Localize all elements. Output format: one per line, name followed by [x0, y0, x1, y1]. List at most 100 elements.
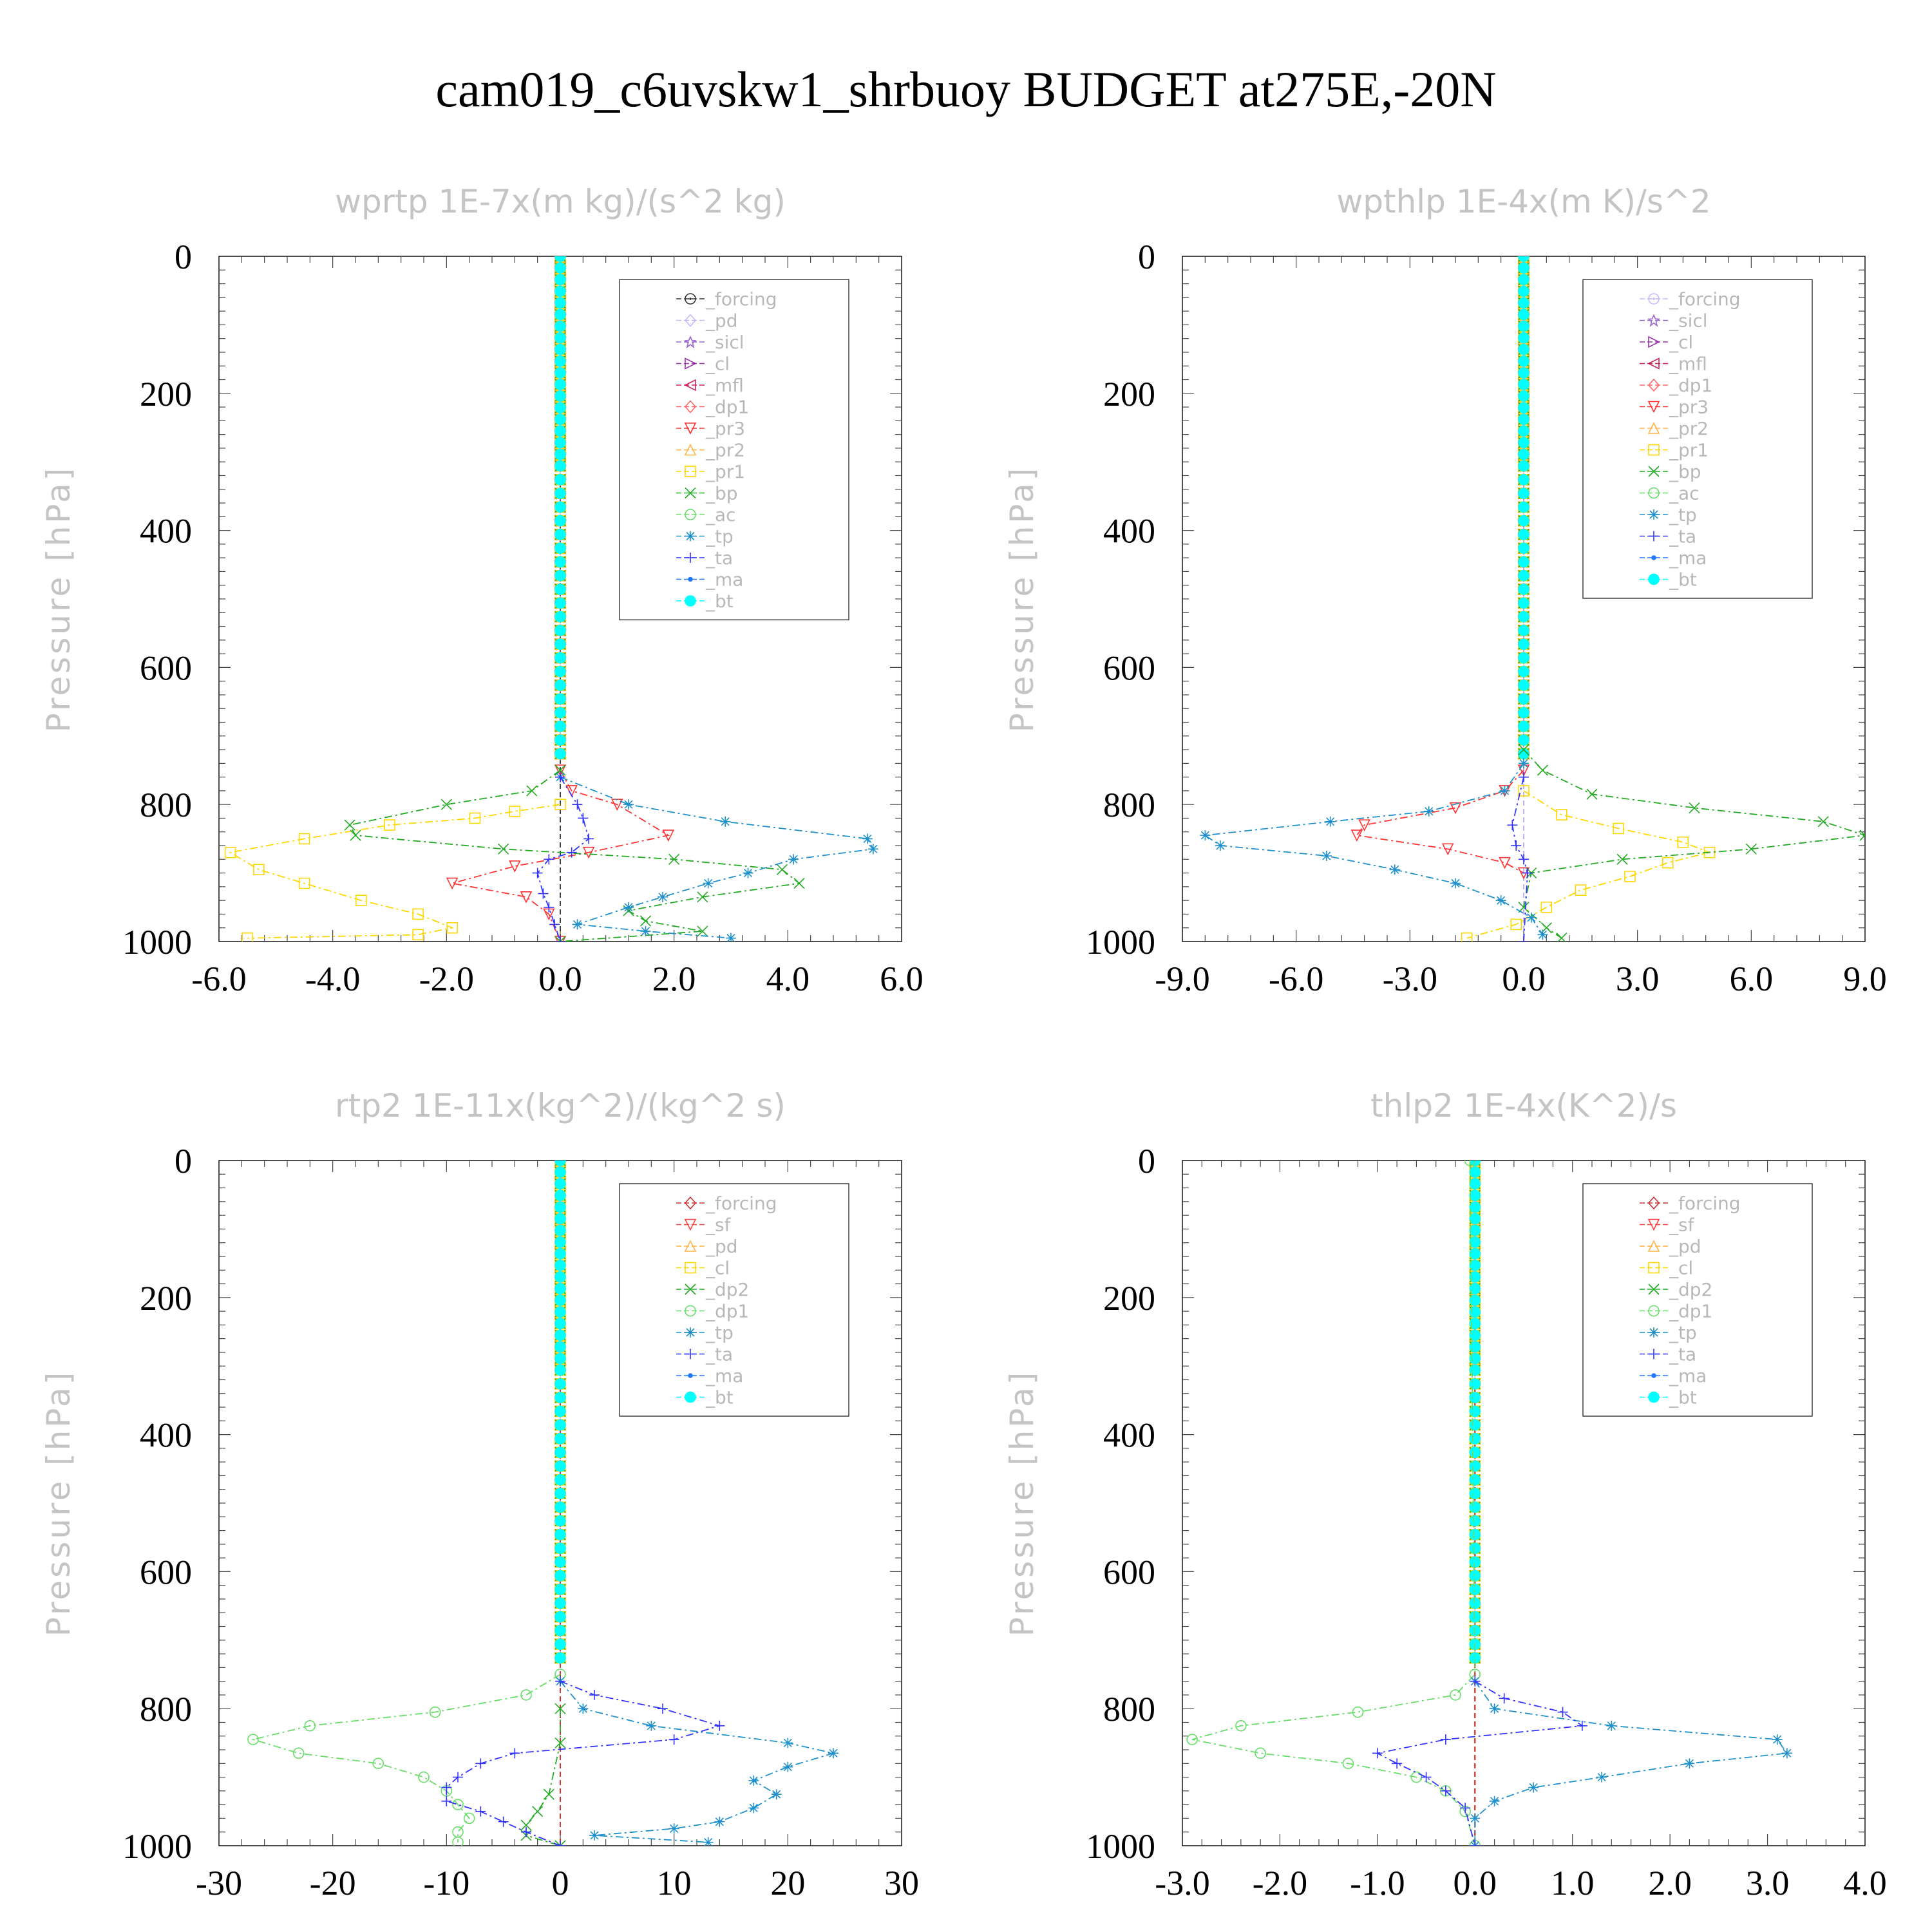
rtp2-point-bt	[554, 1501, 566, 1513]
wpthlp-point-bt	[1518, 262, 1530, 274]
thlp2-legend-label: _pd	[1669, 1236, 1701, 1257]
wpthlp-legend-marker	[1648, 444, 1660, 456]
thlp2-legend-item: _pd	[1640, 1236, 1701, 1257]
rtp2-point-dp2	[520, 1819, 532, 1831]
wpthlp-legend-item: _ma	[1640, 547, 1707, 569]
rtp2-point-ta	[555, 1841, 565, 1846]
wprtp-xtick-label: 2.0	[652, 960, 696, 998]
wprtp-point-bt	[554, 556, 566, 568]
wprtp-point-ta	[544, 902, 554, 913]
wpthlp-point-bt	[1518, 448, 1530, 460]
wprtp-xtick-label: 0.0	[538, 960, 582, 998]
wpthlp-point-pr1	[1662, 857, 1674, 869]
wprtp-ytick-label: 0	[175, 238, 192, 276]
wpthlp-point-tp	[1215, 840, 1226, 851]
rtp2-point-bt	[554, 1271, 566, 1283]
rtp2-legend-marker	[688, 1373, 693, 1378]
rtp2-legend-label: _dp2	[705, 1279, 749, 1300]
rtp2-legend-marker	[685, 1327, 696, 1338]
wprtp-point-pr1	[412, 929, 424, 941]
wprtp-point-pr3	[582, 846, 595, 859]
rtp2-point-ta	[498, 1816, 509, 1827]
wprtp-legend-marker	[685, 509, 696, 520]
thlp2-point-bt	[1469, 1247, 1481, 1260]
wpthlp-point-bt	[1518, 390, 1530, 402]
wprtp-point-bt	[554, 437, 566, 449]
wpthlp-plot-area	[1200, 256, 1865, 942]
rtp2-point-dp2	[554, 1840, 566, 1846]
rtp2-point-ta	[714, 1720, 725, 1731]
wpthlp-point-pr1	[1461, 932, 1473, 942]
wpthlp-line-tp	[1203, 762, 1544, 935]
wpthlp-point-ta	[1519, 772, 1529, 782]
rtp2-point-dp1	[247, 1734, 259, 1745]
rtp2-point-dp1	[452, 1799, 464, 1810]
thlp2-point-bt	[1469, 1542, 1481, 1555]
wpthlp-point-bt	[1518, 320, 1530, 332]
wprtp-line-pr3	[451, 770, 670, 942]
wprtp-legend-label: _ta	[705, 547, 733, 569]
wpthlp-legend-label: _ta	[1669, 526, 1696, 547]
rtp2-ytick-label: 1000	[122, 1827, 192, 1866]
wprtp-point-bt	[554, 529, 566, 540]
rtp2-legend-item: _cl	[676, 1258, 730, 1279]
wprtp-point-tp	[658, 891, 668, 902]
wpthlp-legend-marker	[1648, 336, 1660, 348]
wprtp-legend-label: _cl	[705, 354, 730, 375]
wprtp-point-bt	[554, 583, 566, 595]
wprtp-profile-bp	[344, 764, 805, 942]
rtp2-point-bt	[554, 1294, 566, 1306]
wprtp-point-ta	[532, 867, 543, 878]
wprtp-point-bt	[554, 625, 566, 636]
wprtp-line-pr1	[229, 804, 561, 939]
wprtp-point-bp	[793, 877, 805, 889]
wpthlp-point-pr3	[1499, 857, 1511, 869]
thlp2-xtick-label: 0.0	[1454, 1864, 1497, 1902]
thlp2-xtick-label: 2.0	[1648, 1864, 1692, 1902]
rtp2-point-ta	[658, 1703, 668, 1714]
rtp2-profile-dp1	[247, 1669, 566, 1846]
rtp2-profile-ta	[441, 1676, 725, 1846]
wprtp-point-ta	[583, 833, 594, 844]
rtp2-point-bt	[554, 1236, 566, 1248]
thlp2-line-dp1	[1191, 1160, 1476, 1846]
wprtp-point-bp	[639, 915, 652, 927]
wprtp-point-bt	[554, 474, 566, 486]
wprtp-legend-item: _mfl	[676, 375, 744, 396]
wpthlp-point-pr1	[1556, 809, 1567, 820]
wprtp-legend-marker	[685, 466, 696, 477]
wpthlp-legend-label: _mfl	[1669, 354, 1707, 375]
rtp2-point-tp	[646, 1720, 657, 1731]
thlp2-legend-item: _dp1	[1640, 1301, 1712, 1322]
wprtp-legend-label: _bp	[705, 483, 738, 504]
thlp2-legend-marker	[1647, 1240, 1660, 1252]
wprtp-point-tp	[788, 854, 799, 865]
thlp2-point-tp	[1606, 1720, 1617, 1731]
wprtp-legend-item: _pr1	[676, 461, 745, 482]
rtp2-title: rtp2 1E-11x(kg^2)/(kg^2 s)	[335, 1087, 786, 1124]
rtp2-line-tp	[560, 1681, 836, 1843]
rtp2-point-bt	[554, 1597, 566, 1609]
wprtp-line-bp	[348, 770, 801, 942]
wprtp-point-bt	[554, 460, 566, 472]
wpthlp-point-bt	[1518, 515, 1530, 527]
rtp2-point-bt	[554, 1318, 566, 1330]
thlp2-point-tp	[1596, 1772, 1607, 1783]
wpthlp-panel: wpthlp 1E-4x(m K)/s^2 Pressure [hPa] -9.0 -…	[1003, 183, 1887, 998]
wprtp-panel: wprtp 1E-7x(m kg)/(s^2 kg) Pressure [hPa]…	[40, 183, 923, 998]
rtp2-point-bt	[554, 1247, 566, 1260]
wprtp-point-bt	[554, 425, 566, 437]
thlp2-point-ta	[1440, 1734, 1451, 1745]
wpthlp-ytick-label: 0	[1138, 238, 1155, 276]
wprtp-title: wprtp 1E-7x(m kg)/(s^2 kg)	[335, 183, 786, 220]
panels: wprtp 1E-7x(m kg)/(s^2 kg) Pressure [hPa]…	[40, 183, 1887, 1902]
wpthlp-legend-item: _pr3	[1640, 397, 1709, 418]
thlp2-point-ta	[1440, 1785, 1451, 1796]
wpthlp-legend-label: _bp	[1669, 461, 1701, 482]
wpthlp-point-bt	[1518, 570, 1530, 582]
wprtp-point-pr1	[446, 922, 458, 934]
thlp2-legend-marker	[1648, 1391, 1660, 1403]
wpthlp-legend-item: _dp1	[1640, 375, 1712, 396]
wpthlp-profile-pr3	[1350, 764, 1530, 880]
